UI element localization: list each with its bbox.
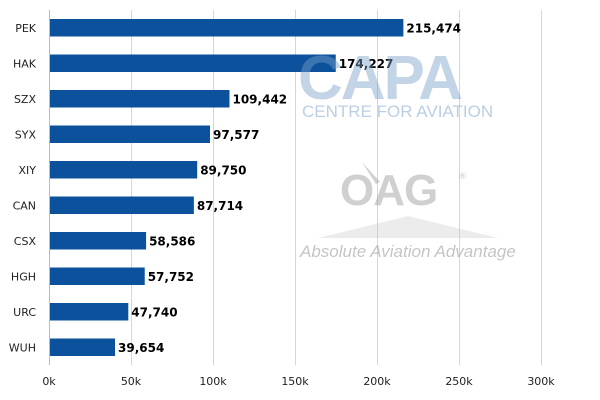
bar-can (50, 196, 194, 214)
value-label: 174,227 (339, 57, 394, 71)
bar-xiy (50, 161, 198, 179)
value-label: 58,586 (149, 234, 195, 248)
bar-hgh (50, 267, 145, 285)
bar-hak (50, 54, 336, 72)
bar-szx (50, 90, 230, 108)
value-label: 47,740 (131, 305, 177, 319)
bar-csx (50, 232, 147, 250)
bar-wuh (50, 338, 116, 356)
y-category-label: SYX (15, 128, 37, 141)
value-label: 87,714 (197, 199, 243, 213)
x-tick-label: 300k (527, 375, 555, 388)
y-category-label: CAN (13, 199, 36, 212)
bar-pek (50, 19, 404, 37)
bar-urc (50, 303, 129, 321)
y-category-label: HGH (11, 270, 36, 283)
y-axis-labels: PEK HAK SZX SYX XIY CAN CSX HGH URC WUH (9, 22, 37, 355)
x-tick-label: 200k (363, 375, 391, 388)
x-tick-label: 50k (121, 375, 142, 388)
y-category-label: PEK (15, 22, 37, 35)
bars (50, 19, 404, 356)
y-category-label: SZX (14, 93, 37, 106)
value-label: 215,474 (406, 21, 461, 35)
value-label: 97,577 (213, 128, 259, 142)
x-tick-label: 250k (445, 375, 473, 388)
y-category-label: XIY (19, 164, 37, 177)
y-category-label: HAK (13, 57, 37, 70)
x-tick-label: 100k (199, 375, 227, 388)
bar-syx (50, 125, 211, 143)
value-label: 39,654 (118, 341, 164, 355)
x-axis-labels: 0k 50k 100k 150k 200k 250k 300k (42, 375, 555, 388)
value-label: 57,752 (148, 270, 194, 284)
y-category-label: CSX (14, 235, 37, 248)
value-label: 109,442 (232, 92, 287, 106)
y-category-label: URC (13, 306, 36, 319)
y-category-label: WUH (9, 341, 36, 354)
x-tick-label: 150k (281, 375, 309, 388)
value-label: 89,750 (200, 163, 246, 177)
value-labels: 215,474 174,227 109,442 97,577 89,750 87,714 5… (118, 21, 461, 355)
x-tick-label: 0k (42, 375, 56, 388)
